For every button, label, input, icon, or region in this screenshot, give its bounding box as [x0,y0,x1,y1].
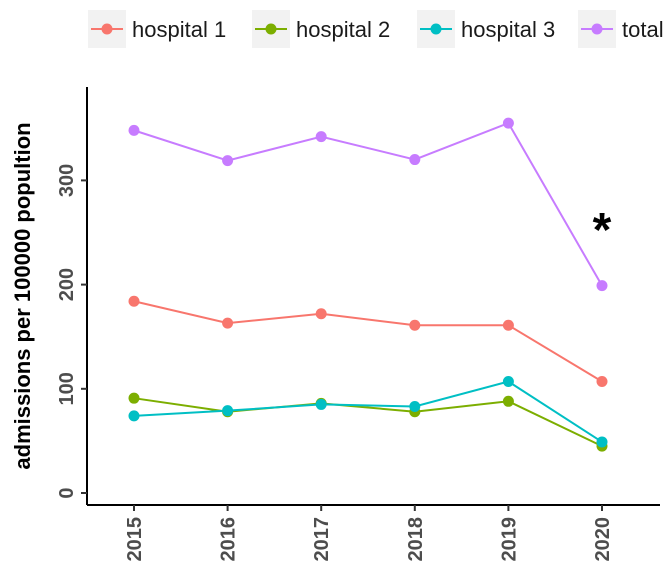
x-tick-label: 2018 [405,517,427,562]
data-point [128,295,140,307]
y-tick-label: 300 [56,164,78,197]
series-line [133,121,603,287]
data-point [596,376,608,388]
legend-key-point [101,23,113,35]
x-tick-label: 2017 [311,517,333,562]
data-point [409,319,421,331]
y-axis-title: admissions per 100000 popultion [10,122,35,469]
data-point [222,317,234,329]
x-ticks: 2015 2016 2017 2018 2019 2020 [124,505,614,562]
data-point [502,376,514,388]
data-point [502,117,514,129]
data-point [315,398,327,410]
legend-label: total [622,17,664,42]
data-point [596,280,608,292]
data-point [222,405,234,417]
data-point [128,124,140,136]
legend: hospital 1 hospital 2 hospital 3 total [88,10,664,48]
series-points [128,117,608,452]
data-point [128,410,140,422]
data-point [128,392,140,404]
data-point [315,131,327,143]
axes [86,87,660,506]
data-point [315,308,327,320]
x-tick-label: 2015 [124,517,146,562]
annotations: * [593,204,612,257]
data-point [409,401,421,413]
data-point [596,436,608,448]
x-tick-label: 2019 [498,517,520,562]
data-point [409,154,421,166]
significance-marker: * [593,204,612,257]
series-line [133,380,603,443]
y-tick-label: 0 [56,487,78,498]
y-ticks: 0 100 200 300 [56,164,87,499]
legend-label: hospital 1 [132,17,226,42]
data-point [502,319,514,331]
series-lines [133,121,603,448]
legend-label: hospital 2 [296,17,390,42]
data-point [502,395,514,407]
series-line [133,397,603,448]
legend-key-point [591,23,603,35]
y-tick-label: 200 [56,268,78,301]
data-point [222,155,234,167]
x-tick-label: 2020 [592,517,614,562]
y-tick-label: 100 [56,372,78,405]
legend-label: hospital 3 [461,17,555,42]
x-tick-label: 2016 [218,517,240,562]
series-line [133,300,603,383]
legend-key-point [430,23,442,35]
legend-key-point [265,23,277,35]
